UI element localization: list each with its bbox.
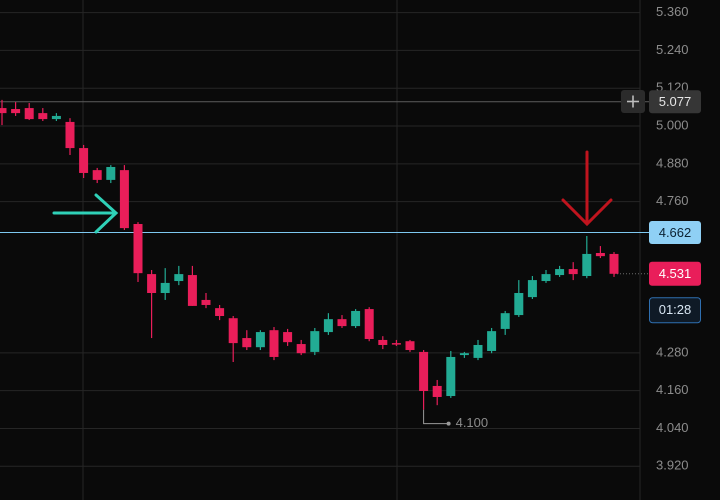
candle-body xyxy=(459,353,469,356)
last-price-box xyxy=(649,261,701,286)
last-price-label: 4.531 xyxy=(659,266,692,281)
candle-body xyxy=(201,299,211,305)
candle-body xyxy=(119,170,129,229)
annotation-arrow xyxy=(52,193,119,234)
y-tick-label: 3.920 xyxy=(656,458,689,473)
candle-body xyxy=(527,280,537,298)
price-label-box xyxy=(649,221,701,245)
annotation-arrow xyxy=(561,150,613,227)
grid xyxy=(0,0,641,500)
candle-body xyxy=(215,308,225,317)
candle-body xyxy=(595,252,605,257)
candle-body xyxy=(514,293,524,316)
candle-body xyxy=(0,108,7,114)
candle-body xyxy=(609,253,619,274)
candle-body xyxy=(364,309,374,340)
low-marker-label: 4.100 xyxy=(456,415,489,430)
candle-body xyxy=(405,341,415,351)
candle-body xyxy=(582,253,592,276)
candle-body xyxy=(568,269,578,275)
y-tick-label: 4.760 xyxy=(656,193,689,208)
candle-body xyxy=(541,274,551,282)
candle-body xyxy=(378,339,388,345)
low-marker-dot xyxy=(446,421,451,426)
candle-body xyxy=(160,282,170,294)
countdown-label: 01:28 xyxy=(659,302,692,317)
candle-body xyxy=(133,224,143,274)
candle-body xyxy=(310,331,320,352)
candle-body xyxy=(187,275,197,306)
candle-body xyxy=(65,121,75,149)
y-tick-label: 4.880 xyxy=(656,155,689,170)
price-label: 5.077 xyxy=(659,94,692,109)
candle-body xyxy=(147,274,157,294)
y-tick-label: 4.040 xyxy=(656,420,689,435)
candle-body xyxy=(79,148,89,173)
candle-body xyxy=(555,269,565,276)
candle-body xyxy=(11,109,21,114)
candle-body xyxy=(106,166,116,180)
candle-body xyxy=(487,331,497,351)
candle-body xyxy=(283,332,293,343)
candle-body xyxy=(255,332,265,348)
candle-body xyxy=(24,108,34,120)
candle-body xyxy=(323,319,333,333)
price-label: 4.662 xyxy=(659,225,692,240)
y-tick-label: 5.360 xyxy=(656,4,689,19)
candle-body xyxy=(500,313,510,329)
low-marker-line xyxy=(423,409,448,425)
candle-body xyxy=(296,344,306,354)
candle-body xyxy=(38,113,48,120)
candle-body xyxy=(92,170,102,180)
countdown-box xyxy=(649,297,701,324)
candle-body xyxy=(391,343,401,345)
candle-body xyxy=(351,310,361,327)
candle-body xyxy=(269,330,279,357)
add-button[interactable] xyxy=(621,90,645,113)
y-tick-label: 5.240 xyxy=(656,42,689,57)
candle-body xyxy=(51,115,61,120)
candle-body xyxy=(473,344,483,358)
price-label-box xyxy=(649,90,701,114)
candle-body xyxy=(337,319,347,327)
candle-body xyxy=(242,338,252,348)
candle-body xyxy=(228,318,238,344)
candle-body xyxy=(419,351,429,391)
y-tick-label: 5.000 xyxy=(656,117,689,132)
candle-body xyxy=(174,274,184,282)
y-tick-label: 4.280 xyxy=(656,344,689,359)
y-tick-label: 4.160 xyxy=(656,382,689,397)
candle-body xyxy=(432,385,442,397)
candle-body xyxy=(446,356,456,397)
